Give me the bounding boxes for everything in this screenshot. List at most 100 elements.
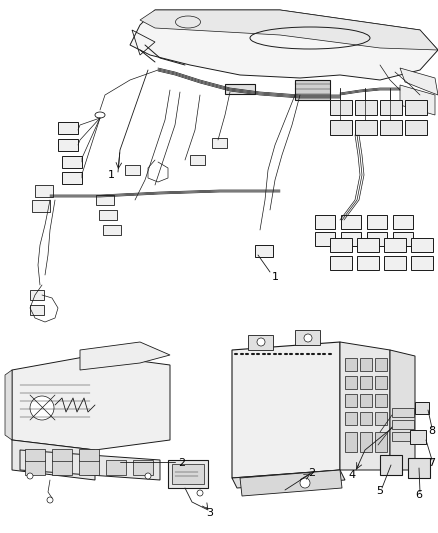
Bar (345, 412, 357, 425)
Bar (375, 432, 387, 452)
Text: 3: 3 (206, 508, 213, 518)
Bar (357, 256, 379, 270)
Bar (106, 460, 126, 475)
Bar (295, 80, 330, 100)
Bar (30, 305, 44, 315)
Bar (375, 394, 387, 407)
Bar (35, 185, 53, 197)
Bar (52, 460, 72, 475)
Bar (345, 432, 357, 452)
Bar (375, 412, 387, 425)
Polygon shape (20, 450, 160, 480)
Bar (341, 215, 361, 229)
Polygon shape (140, 10, 438, 50)
Bar (415, 402, 429, 414)
Bar (190, 155, 205, 165)
Circle shape (304, 334, 312, 342)
Bar (355, 100, 377, 115)
Polygon shape (12, 440, 95, 480)
Bar (384, 256, 406, 270)
Bar (345, 376, 357, 389)
Bar (375, 358, 387, 371)
Bar (392, 432, 414, 441)
Bar (392, 420, 414, 429)
Circle shape (27, 473, 33, 479)
Bar (79, 460, 99, 475)
Text: 7: 7 (428, 458, 435, 468)
Text: 1: 1 (108, 170, 115, 180)
Circle shape (47, 497, 53, 503)
Bar (62, 172, 82, 184)
Text: 6: 6 (415, 490, 422, 500)
Bar (25, 449, 45, 461)
Bar (360, 358, 372, 371)
Bar (330, 100, 352, 115)
Bar (367, 232, 387, 246)
Bar (380, 100, 402, 115)
Bar (315, 215, 335, 229)
Text: 8: 8 (428, 426, 435, 436)
Text: 1: 1 (272, 272, 279, 282)
Bar (360, 394, 372, 407)
Bar (172, 464, 204, 484)
Polygon shape (232, 470, 345, 488)
Circle shape (197, 490, 203, 496)
Bar (341, 232, 361, 246)
Bar (30, 290, 44, 300)
Polygon shape (5, 370, 12, 440)
Circle shape (300, 478, 310, 488)
Circle shape (145, 473, 151, 479)
Circle shape (30, 396, 54, 420)
Bar (355, 120, 377, 135)
Polygon shape (400, 68, 438, 95)
Bar (380, 120, 402, 135)
Bar (99, 210, 117, 220)
Bar (405, 100, 427, 115)
Bar (345, 394, 357, 407)
Bar (62, 156, 82, 168)
Bar (405, 120, 427, 135)
Bar (393, 215, 413, 229)
Polygon shape (340, 342, 390, 470)
Text: 2: 2 (178, 458, 185, 468)
Bar (315, 232, 335, 246)
Bar (225, 84, 255, 94)
Bar (345, 358, 357, 371)
Bar (255, 245, 273, 257)
Bar (408, 458, 430, 478)
Bar (25, 460, 45, 475)
Polygon shape (390, 350, 415, 470)
Bar (125, 165, 140, 175)
Bar (32, 200, 50, 212)
Text: 4: 4 (348, 470, 355, 480)
Polygon shape (240, 470, 342, 496)
Bar (133, 460, 153, 475)
Bar (360, 432, 372, 452)
Bar (58, 139, 78, 151)
Bar (360, 412, 372, 425)
Bar (248, 335, 273, 350)
Polygon shape (232, 342, 340, 478)
Polygon shape (80, 342, 170, 370)
Bar (168, 460, 208, 488)
Bar (360, 376, 372, 389)
Bar (392, 408, 414, 417)
Bar (58, 122, 78, 134)
Bar (367, 215, 387, 229)
Bar (357, 238, 379, 252)
Bar (96, 195, 114, 205)
Polygon shape (400, 85, 435, 115)
Text: 2: 2 (308, 468, 315, 478)
Bar (330, 238, 352, 252)
Bar (375, 376, 387, 389)
Polygon shape (12, 355, 170, 450)
Bar (79, 449, 99, 461)
Bar (212, 138, 227, 148)
Bar (393, 232, 413, 246)
Bar (411, 256, 433, 270)
Bar (295, 330, 320, 345)
Bar (384, 238, 406, 252)
Circle shape (257, 338, 265, 346)
Bar (380, 455, 402, 475)
Bar (410, 430, 426, 444)
